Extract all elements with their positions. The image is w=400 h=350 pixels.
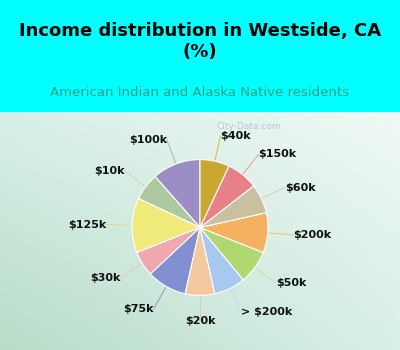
Text: $100k: $100k <box>129 135 167 145</box>
Wedge shape <box>185 228 215 295</box>
Wedge shape <box>132 198 200 252</box>
Text: $30k: $30k <box>90 273 121 283</box>
Wedge shape <box>200 166 254 228</box>
Text: American Indian and Alaska Native residents: American Indian and Alaska Native reside… <box>50 85 350 99</box>
Text: Income distribution in Westside, CA
(%): Income distribution in Westside, CA (%) <box>19 22 381 61</box>
Wedge shape <box>200 228 263 280</box>
Wedge shape <box>155 160 200 228</box>
Text: $40k: $40k <box>220 131 251 141</box>
Text: $20k: $20k <box>185 316 215 326</box>
Text: $125k: $125k <box>68 219 106 230</box>
Wedge shape <box>200 186 266 228</box>
Text: $75k: $75k <box>123 304 154 314</box>
Wedge shape <box>200 160 229 228</box>
Text: $10k: $10k <box>94 166 125 176</box>
Text: $60k: $60k <box>285 183 316 193</box>
Wedge shape <box>137 228 200 274</box>
Text: City-Data.com: City-Data.com <box>217 122 281 131</box>
Text: $200k: $200k <box>294 230 332 240</box>
Wedge shape <box>150 228 200 294</box>
Text: $150k: $150k <box>259 149 297 159</box>
Text: $50k: $50k <box>276 278 306 288</box>
Wedge shape <box>200 228 243 294</box>
Text: > $200k: > $200k <box>241 307 292 317</box>
Wedge shape <box>138 176 200 228</box>
Wedge shape <box>200 213 268 252</box>
